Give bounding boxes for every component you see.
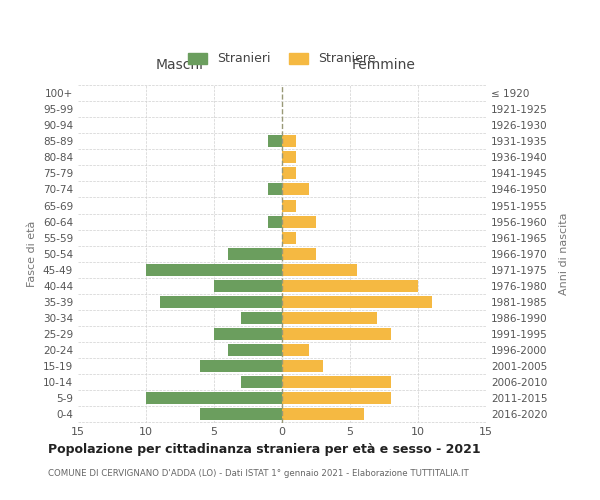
Bar: [241, 312, 282, 324]
Bar: [282, 135, 296, 147]
Bar: [282, 296, 431, 308]
Bar: [282, 312, 377, 324]
Bar: [282, 280, 418, 292]
Bar: [282, 216, 316, 228]
Y-axis label: Fasce di età: Fasce di età: [28, 220, 37, 287]
Bar: [282, 152, 296, 164]
Text: Maschi: Maschi: [156, 58, 204, 72]
Bar: [282, 408, 364, 420]
Bar: [214, 280, 282, 292]
Bar: [160, 296, 282, 308]
Bar: [282, 328, 391, 340]
Bar: [214, 328, 282, 340]
Text: COMUNE DI CERVIGNANO D'ADDA (LO) - Dati ISTAT 1° gennaio 2021 - Elaborazione TUT: COMUNE DI CERVIGNANO D'ADDA (LO) - Dati …: [48, 469, 469, 478]
Text: Femmine: Femmine: [352, 58, 416, 72]
Bar: [282, 376, 391, 388]
Bar: [282, 344, 309, 356]
Bar: [227, 344, 282, 356]
Bar: [282, 184, 309, 196]
Bar: [282, 168, 296, 179]
Bar: [268, 184, 282, 196]
Text: Popolazione per cittadinanza straniera per età e sesso - 2021: Popolazione per cittadinanza straniera p…: [48, 442, 481, 456]
Bar: [282, 232, 296, 243]
Bar: [200, 408, 282, 420]
Bar: [282, 200, 296, 211]
Bar: [282, 264, 357, 276]
Bar: [282, 360, 323, 372]
Bar: [241, 376, 282, 388]
Bar: [282, 392, 391, 404]
Bar: [268, 135, 282, 147]
Bar: [200, 360, 282, 372]
Y-axis label: Anni di nascita: Anni di nascita: [559, 212, 569, 295]
Bar: [268, 216, 282, 228]
Legend: Stranieri, Straniere: Stranieri, Straniere: [184, 48, 380, 70]
Bar: [146, 264, 282, 276]
Bar: [227, 248, 282, 260]
Bar: [146, 392, 282, 404]
Bar: [282, 248, 316, 260]
